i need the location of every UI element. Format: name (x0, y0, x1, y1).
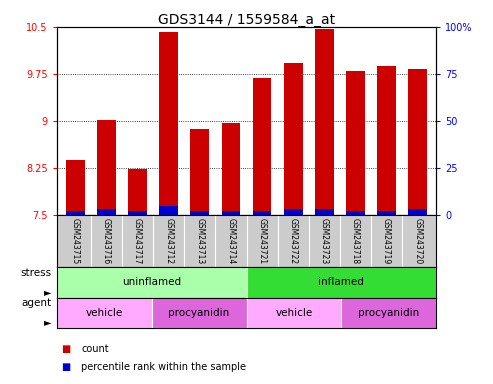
Text: ■: ■ (62, 344, 71, 354)
Bar (222, 123, 240, 215)
Bar (159, 205, 178, 215)
Bar (408, 69, 427, 215)
Text: inflamed: inflamed (318, 277, 364, 287)
Text: vehicle: vehicle (275, 308, 313, 318)
Bar (66, 161, 85, 215)
Bar (128, 169, 147, 215)
Text: GSM243717: GSM243717 (133, 218, 142, 264)
Bar (57, 298, 152, 328)
Text: procyanidin: procyanidin (358, 308, 420, 318)
Bar (57, 267, 246, 298)
Text: count: count (81, 344, 109, 354)
Bar (315, 29, 334, 215)
Text: uninflamed: uninflamed (122, 277, 181, 287)
Bar (315, 209, 334, 215)
Text: GSM243716: GSM243716 (102, 218, 111, 264)
Bar (190, 211, 209, 215)
Bar (377, 211, 396, 215)
Bar (246, 298, 341, 328)
Text: GSM243715: GSM243715 (71, 218, 80, 264)
Text: GSM243719: GSM243719 (382, 218, 391, 264)
Text: agent: agent (22, 298, 52, 308)
Text: stress: stress (21, 268, 52, 278)
Bar (152, 298, 246, 328)
Bar (346, 71, 365, 215)
Bar (159, 32, 178, 215)
Text: GSM243714: GSM243714 (226, 218, 236, 264)
Bar (346, 211, 365, 215)
Text: percentile rank within the sample: percentile rank within the sample (81, 362, 246, 372)
Text: GSM243712: GSM243712 (164, 218, 173, 264)
Bar (377, 66, 396, 215)
Bar (341, 298, 436, 328)
Bar (222, 211, 240, 215)
Text: GSM243718: GSM243718 (351, 218, 360, 264)
Text: ■: ■ (62, 362, 71, 372)
Text: GDS3144 / 1559584_a_at: GDS3144 / 1559584_a_at (158, 13, 335, 27)
Bar (190, 129, 209, 215)
Bar (66, 211, 85, 215)
Text: ►: ► (44, 287, 52, 297)
Text: vehicle: vehicle (85, 308, 123, 318)
Bar (284, 63, 303, 215)
Text: ►: ► (44, 318, 52, 328)
Bar (253, 211, 271, 215)
Bar (97, 120, 116, 215)
Text: GSM243720: GSM243720 (413, 218, 422, 264)
Text: procyanidin: procyanidin (169, 308, 230, 318)
Text: GSM243723: GSM243723 (320, 218, 329, 264)
Bar (246, 267, 436, 298)
Bar (253, 78, 271, 215)
Text: GSM243713: GSM243713 (195, 218, 204, 264)
Text: GSM243721: GSM243721 (257, 218, 267, 264)
Bar (128, 211, 147, 215)
Bar (284, 209, 303, 215)
Text: GSM243722: GSM243722 (289, 218, 298, 264)
Bar (97, 209, 116, 215)
Bar (408, 209, 427, 215)
